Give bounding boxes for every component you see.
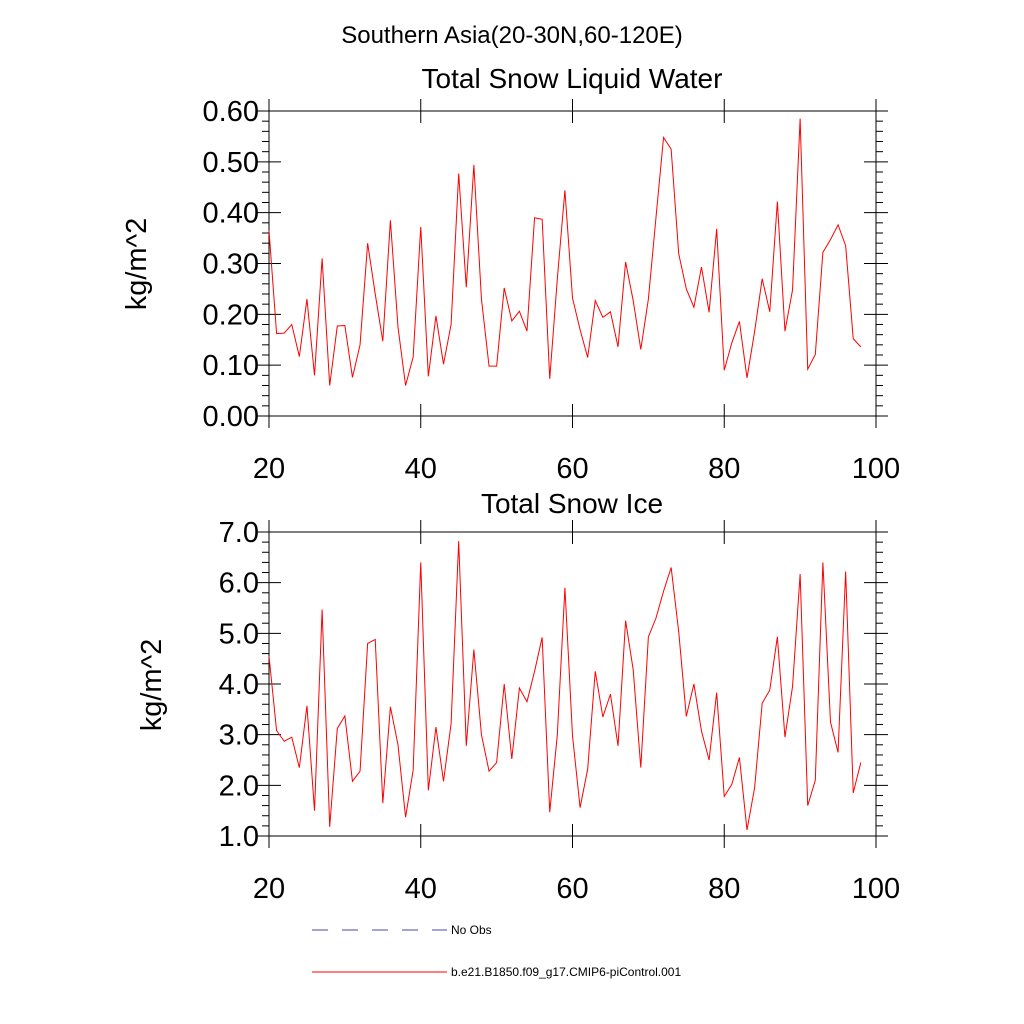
y-tick-label: 0.50	[203, 147, 259, 179]
y-tick-label: 0.40	[203, 198, 259, 230]
x-tick-label: 60	[556, 873, 588, 905]
x-tick-label: 60	[556, 453, 588, 485]
x-tick-label: 80	[708, 453, 740, 485]
x-tick-label: 80	[708, 873, 740, 905]
y-tick-label: 7.0	[219, 517, 259, 549]
plot-frame	[268, 110, 877, 417]
x-tick-label: 100	[852, 873, 900, 905]
x-tick-label: 40	[405, 873, 437, 905]
panel-title: Total Snow Ice	[481, 488, 663, 519]
x-tick-label: 100	[852, 453, 900, 485]
y-tick-label: 0.20	[203, 299, 259, 331]
y-tick-label: 6.0	[219, 568, 259, 600]
legend: No Obs b.e21.B1850.f09_g17.CMIP6-piContr…	[312, 923, 681, 979]
y-tick-label: 2.0	[219, 770, 259, 802]
y-tick-label: 3.0	[219, 720, 259, 752]
y-tick-label: 4.0	[219, 669, 259, 701]
y-tick-label: 0.30	[203, 249, 259, 281]
legend-obs-label: No Obs	[451, 923, 492, 937]
y-tick-label: 0.10	[203, 350, 259, 382]
panel-total-snow-ice: Total Snow Ice kg/m^2 20 40 60 80 100 1.0 2.0 3…	[136, 488, 900, 905]
y-axis-label: kg/m^2	[121, 218, 153, 311]
series-line	[268, 541, 862, 831]
x-tick-label: 20	[253, 453, 285, 485]
main-title: Southern Asia(20-30N,60-120E)	[341, 22, 683, 49]
y-tick-label: 0.60	[203, 96, 259, 128]
legend-model-label: b.e21.B1850.f09_g17.CMIP6-piControl.001	[451, 965, 681, 979]
panel-title: Total Snow Liquid Water	[422, 63, 723, 94]
series-line	[268, 118, 862, 386]
panel-total-snow-liquid-water: Total Snow Liquid Water kg/m^2 20 40 60 80 1…	[121, 63, 900, 485]
x-tick-label: 40	[405, 453, 437, 485]
y-tick-label: 1.0	[219, 821, 259, 853]
y-tick-label: 5.0	[219, 618, 259, 650]
y-tick-label: 0.00	[203, 401, 259, 433]
plot-frame	[268, 531, 877, 837]
y-axis-label: kg/m^2	[136, 639, 168, 732]
x-tick-label: 20	[253, 873, 285, 905]
